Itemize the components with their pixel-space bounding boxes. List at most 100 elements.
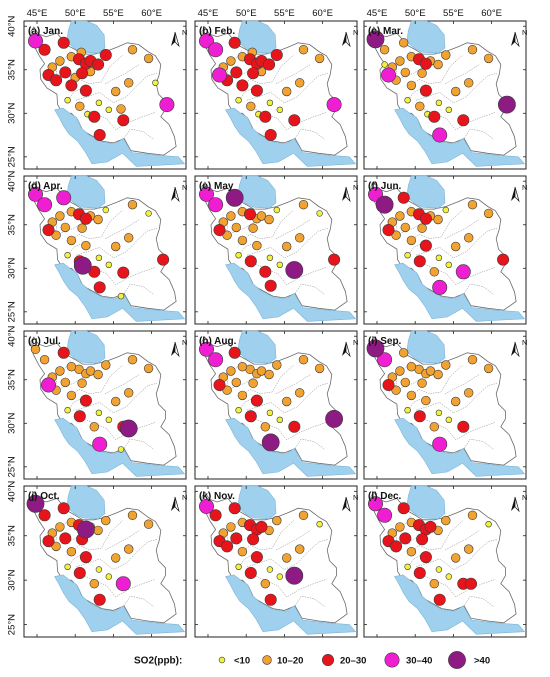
latitude-label: 35°N <box>7 369 18 390</box>
station-marker <box>417 223 427 233</box>
panel-label: (a) Jan. <box>28 26 63 37</box>
station-marker <box>79 212 92 225</box>
station-marker <box>399 348 409 358</box>
station-marker <box>59 532 72 545</box>
station-marker <box>435 99 443 107</box>
caspian-sea <box>406 175 446 209</box>
station-marker <box>127 44 138 55</box>
station-marker <box>256 366 267 376</box>
station-marker <box>213 378 226 391</box>
north-label: N <box>182 338 187 347</box>
station-marker <box>445 573 452 580</box>
station-marker <box>64 96 71 104</box>
station-marker <box>391 385 401 395</box>
station-marker <box>400 222 410 233</box>
station-marker <box>93 593 106 606</box>
province-border <box>68 364 123 398</box>
province-border <box>444 530 480 551</box>
station-marker <box>457 114 470 127</box>
station-marker <box>441 50 451 60</box>
station-marker <box>442 206 449 214</box>
station-marker <box>226 522 236 532</box>
station-marker <box>51 230 61 240</box>
station-marker <box>259 265 272 278</box>
station-marker <box>42 224 55 237</box>
station-marker <box>244 410 257 423</box>
station-marker <box>65 79 78 92</box>
station-marker <box>295 544 305 554</box>
panel-label: (b) Feb. <box>199 26 235 37</box>
station-marker <box>231 377 242 388</box>
legend-marker <box>321 653 334 666</box>
latitude-label: 30°N <box>7 413 18 434</box>
station-marker <box>432 279 448 295</box>
station-marker <box>395 366 405 376</box>
station-marker <box>57 36 70 49</box>
station-marker <box>382 378 395 391</box>
persian-gulf <box>54 417 186 477</box>
north-arrow-icon <box>511 31 520 48</box>
station-marker <box>77 223 87 233</box>
map-panel: 45°E 50°E 55°E 60°E (c) Mar. N <box>363 8 527 170</box>
province-border <box>253 417 327 441</box>
station-marker <box>55 56 65 66</box>
station-marker <box>76 67 89 80</box>
station-marker <box>64 563 71 570</box>
latitude-label: 25°N <box>7 301 18 322</box>
station-marker <box>259 110 272 123</box>
station-marker <box>464 388 474 398</box>
north-arrow-icon <box>342 341 351 358</box>
station-marker <box>66 390 77 401</box>
station-marker <box>79 84 92 97</box>
station-marker <box>250 84 263 97</box>
station-marker <box>102 206 110 214</box>
station-marker <box>264 279 277 292</box>
station-marker <box>51 541 61 552</box>
map-panel: 40°N 35°N 30°N 25°N (g) Jul. N <box>7 325 187 480</box>
station-marker <box>435 254 443 261</box>
latitude-label: 25°N <box>7 614 18 635</box>
province-border <box>463 438 495 450</box>
station-marker <box>285 261 304 279</box>
province-border <box>294 595 326 608</box>
panel-label: (k) Nov. <box>199 491 235 502</box>
province-border <box>422 417 496 441</box>
station-marker <box>57 502 70 515</box>
north-label: N <box>182 28 187 37</box>
station-marker <box>445 261 452 268</box>
station-marker <box>326 97 342 113</box>
station-marker <box>380 67 396 83</box>
province-border <box>239 520 294 554</box>
station-marker <box>230 66 243 79</box>
province-border <box>81 574 156 598</box>
longitude-label: 45°E <box>367 8 388 19</box>
province-border <box>68 209 123 243</box>
station-marker <box>117 292 125 300</box>
station-marker <box>199 33 215 49</box>
station-marker <box>264 369 274 380</box>
panel-label: (i) Sep. <box>368 336 402 347</box>
station-marker <box>226 366 236 376</box>
station-marker <box>244 255 257 268</box>
station-marker <box>246 101 256 112</box>
station-marker <box>92 436 108 452</box>
caspian-sea <box>66 485 106 520</box>
station-marker <box>295 233 305 243</box>
panel-label: (g) Jul. <box>28 336 61 347</box>
station-marker <box>39 355 50 365</box>
station-marker <box>77 378 87 388</box>
station-marker <box>66 362 77 372</box>
station-marker <box>247 67 260 80</box>
province-border <box>444 64 480 84</box>
station-marker <box>57 346 70 359</box>
station-marker <box>37 197 53 213</box>
station-marker <box>276 573 283 580</box>
station-marker <box>419 239 432 252</box>
station-marker <box>404 96 411 104</box>
province-border <box>408 54 463 88</box>
station-marker <box>260 578 270 589</box>
station-marker <box>270 48 283 61</box>
station-marker <box>395 522 405 532</box>
station-marker <box>406 235 417 246</box>
station-marker <box>127 510 138 520</box>
